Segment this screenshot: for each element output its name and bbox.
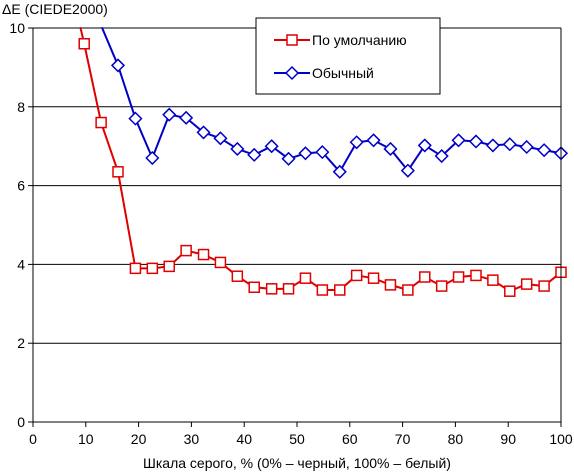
x-tick-label: 80 [448, 431, 464, 447]
legend-default-marker [286, 34, 298, 46]
series-leading-line [101, 27, 120, 67]
default-data-point [112, 166, 124, 178]
normal-data-point [315, 145, 330, 160]
default-data-point [350, 269, 363, 282]
x-tick-label: 90 [500, 431, 516, 447]
default-data-point [384, 279, 397, 291]
normal-data-point [332, 164, 347, 179]
normal-data-point [537, 143, 552, 158]
x-tick-label: 60 [342, 431, 358, 447]
normal-data-point [383, 141, 398, 157]
legend-box [255, 17, 441, 95]
normal-data-point [434, 148, 449, 164]
default-data-point [334, 284, 346, 296]
y-tick-label: 6 [17, 178, 25, 194]
y-tick-label: 2 [17, 335, 25, 351]
default-data-point [402, 284, 414, 296]
normal-data-point [264, 139, 279, 154]
y-axis-title: ΔE (CIEDE2000) [2, 1, 108, 17]
default-data-point [265, 283, 278, 295]
default-data-point [299, 272, 312, 284]
default-data-point [197, 248, 210, 261]
normal-data-point [128, 111, 143, 126]
default-data-point [452, 271, 465, 283]
x-tick-label: 0 [29, 431, 37, 447]
x-tick-label: 100 [549, 431, 573, 447]
normal-data-point [162, 107, 177, 122]
default-data-point [214, 256, 227, 269]
normal-data-point [485, 138, 500, 153]
default-data-point [146, 262, 159, 275]
default-data-point [95, 116, 107, 129]
default-data-point [538, 280, 550, 292]
legend-entry-normal: Обычный [274, 65, 374, 81]
default-data-point [231, 270, 244, 282]
y-tick-label: 0 [17, 414, 25, 430]
default-data-point [487, 274, 499, 286]
default-data-point [504, 285, 516, 297]
legend-entry-default: По умолчанию [274, 32, 407, 48]
y-tick-label: 4 [17, 256, 25, 272]
normal-data-point [213, 131, 228, 146]
default-data-point [78, 38, 90, 50]
normal-data-point [468, 134, 484, 149]
x-tick-label: 10 [78, 431, 94, 447]
normal-data-point [417, 138, 432, 153]
default-data-point [163, 260, 175, 273]
normal-data-point [298, 146, 313, 161]
x-tick-label: 40 [236, 431, 252, 447]
default-data-point [520, 278, 533, 290]
default-data-point [419, 271, 431, 283]
normal-data-point [451, 133, 466, 148]
normal-data-point [519, 139, 534, 155]
series-default [78, 27, 567, 297]
y-tick-label: 8 [17, 99, 25, 115]
normal-data-point [281, 151, 296, 166]
normal-data-point [502, 137, 517, 152]
axes: 0 10 20 30 40 50 60 70 80 90 100 0 2 4 6 8 10 [9, 20, 572, 447]
default-data-point [180, 244, 192, 257]
legend-default-label: По умолчанию [312, 32, 407, 48]
default-data-point [248, 281, 260, 294]
normal-data-point [145, 150, 160, 166]
normal-data-point [400, 163, 415, 178]
default-data-point [367, 272, 380, 284]
normal-data-point [247, 147, 262, 162]
normal-data-point [349, 135, 364, 150]
normal-data-point [196, 125, 211, 140]
default-data-point [470, 269, 482, 282]
default-data-point [282, 283, 295, 295]
legend: По умолчанию Обычный [255, 17, 441, 95]
legend-normal-label: Обычный [312, 65, 374, 81]
x-tick-label: 20 [131, 431, 147, 447]
normal-data-point [179, 110, 194, 125]
normal-data-point [110, 58, 126, 73]
y-tick-label: 10 [9, 20, 25, 36]
x-tick-label: 70 [395, 431, 411, 447]
x-tick-label: 30 [184, 431, 200, 447]
normal-data-point [366, 133, 381, 148]
series-normal [101, 27, 569, 179]
default-data-point [435, 280, 448, 292]
x-axis-title: Шкала серого, % (0% – черный, 100% – бел… [143, 455, 451, 471]
legend-normal-marker [284, 65, 300, 81]
default-data-point [316, 284, 329, 296]
x-tick-label: 50 [289, 431, 305, 447]
series-layer [78, 27, 569, 297]
default-data-point [129, 262, 142, 275]
normal-data-point [230, 141, 245, 157]
